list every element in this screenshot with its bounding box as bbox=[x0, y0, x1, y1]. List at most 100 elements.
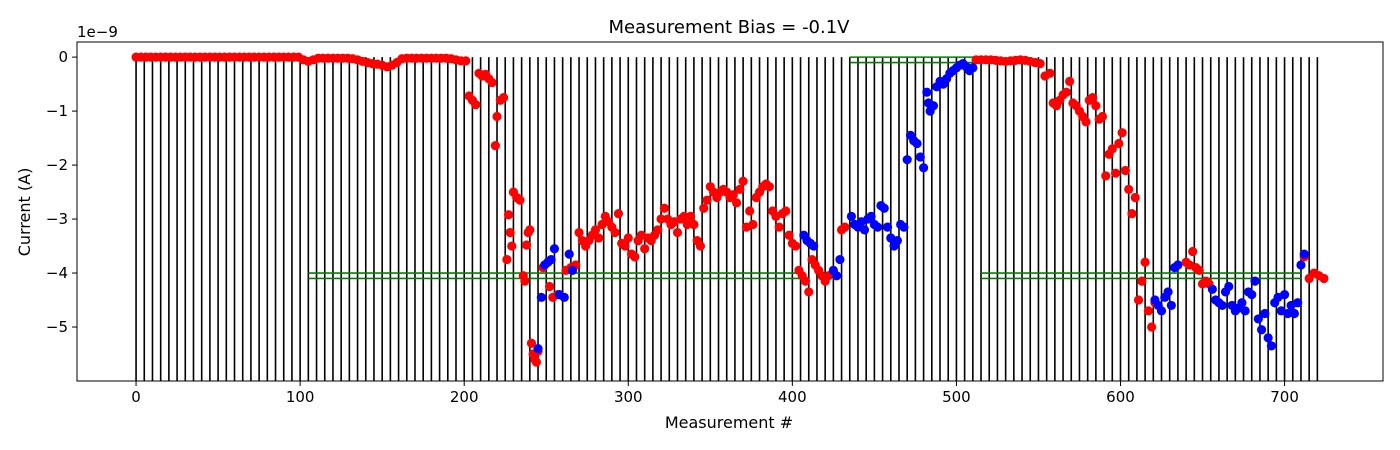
data-point bbox=[461, 56, 471, 66]
data-point bbox=[1266, 341, 1277, 351]
data-point bbox=[1256, 325, 1267, 335]
data-point bbox=[735, 184, 745, 194]
y-axis-label: Current (A) bbox=[15, 168, 34, 257]
x-tick-label: 700 bbox=[1270, 388, 1299, 406]
data-point bbox=[879, 203, 889, 213]
data-point bbox=[1114, 138, 1124, 149]
data-point-group bbox=[131, 52, 1329, 367]
data-point bbox=[492, 111, 502, 122]
data-point bbox=[1133, 295, 1144, 305]
y-tick-label: −3 bbox=[46, 210, 68, 228]
data-point bbox=[1260, 308, 1270, 319]
data-point bbox=[800, 276, 811, 286]
data-point bbox=[682, 219, 692, 230]
data-point bbox=[620, 241, 630, 251]
data-point bbox=[1240, 306, 1250, 316]
data-point bbox=[623, 233, 633, 243]
chart-title: Measurement Bias = -0.1V bbox=[608, 17, 850, 38]
data-point bbox=[781, 206, 791, 216]
data-point bbox=[653, 225, 663, 235]
data-point bbox=[1081, 117, 1091, 127]
data-point bbox=[567, 265, 578, 275]
data-point bbox=[610, 227, 620, 238]
data-point bbox=[559, 292, 569, 302]
data-point bbox=[679, 211, 689, 221]
data-point bbox=[1293, 298, 1303, 308]
data-point bbox=[866, 211, 876, 221]
data-point bbox=[1087, 93, 1098, 103]
plot-area bbox=[77, 42, 1383, 381]
data-point bbox=[915, 152, 925, 162]
data-point bbox=[859, 225, 870, 235]
data-point bbox=[699, 203, 709, 213]
y-axis-scale-label: 1e−9 bbox=[77, 23, 118, 41]
data-point bbox=[902, 155, 912, 165]
data-point bbox=[1247, 290, 1257, 300]
data-point bbox=[502, 254, 512, 265]
data-point bbox=[695, 241, 706, 251]
data-point bbox=[546, 254, 556, 265]
data-point bbox=[630, 252, 640, 262]
data-point bbox=[1035, 58, 1045, 69]
data-point bbox=[505, 227, 515, 238]
data-point bbox=[549, 244, 560, 254]
data-point bbox=[686, 211, 696, 221]
data-point bbox=[521, 240, 532, 250]
data-point bbox=[1296, 260, 1306, 270]
data-point bbox=[1140, 257, 1150, 267]
data-point bbox=[840, 222, 850, 232]
data-point bbox=[846, 211, 857, 221]
data-point bbox=[1319, 273, 1329, 284]
data-point bbox=[804, 287, 814, 297]
data-point bbox=[809, 241, 819, 251]
data-point bbox=[919, 163, 929, 173]
data-point bbox=[536, 292, 546, 302]
x-tick-label: 400 bbox=[778, 388, 807, 406]
data-point bbox=[774, 222, 784, 232]
data-point bbox=[544, 281, 555, 292]
data-point bbox=[912, 138, 922, 149]
data-point bbox=[1127, 209, 1137, 219]
data-point bbox=[1250, 276, 1260, 286]
data-point bbox=[873, 222, 883, 232]
x-tick-label: 100 bbox=[286, 388, 315, 406]
data-point bbox=[613, 209, 624, 219]
data-point bbox=[1120, 165, 1131, 176]
data-point bbox=[1188, 246, 1198, 257]
data-point bbox=[1137, 276, 1147, 286]
data-point bbox=[928, 101, 939, 111]
data-point bbox=[835, 254, 845, 265]
data-point bbox=[1065, 76, 1075, 87]
y-tick-label: −2 bbox=[46, 156, 68, 174]
data-point bbox=[1217, 300, 1227, 311]
data-point bbox=[520, 276, 530, 286]
x-tick-label: 300 bbox=[614, 388, 643, 406]
data-point bbox=[1143, 306, 1153, 316]
data-point bbox=[503, 210, 514, 220]
data-point bbox=[1283, 308, 1293, 319]
data-point bbox=[490, 141, 500, 151]
data-point bbox=[525, 225, 535, 235]
data-point bbox=[1253, 314, 1263, 324]
data-point bbox=[1289, 308, 1300, 319]
data-point bbox=[689, 219, 699, 230]
data-point bbox=[1124, 184, 1134, 194]
data-point bbox=[531, 357, 541, 367]
x-tick-label: 600 bbox=[1106, 388, 1135, 406]
data-point bbox=[1237, 298, 1247, 308]
data-point bbox=[640, 244, 650, 254]
data-point bbox=[1107, 144, 1117, 154]
data-point bbox=[1279, 290, 1290, 300]
data-point bbox=[1163, 287, 1173, 297]
y-axis: 0 −1 −2 −3 −4 −5 bbox=[46, 48, 77, 336]
data-point bbox=[1194, 265, 1204, 275]
y-tick-label: 0 bbox=[58, 48, 68, 66]
data-point bbox=[784, 230, 794, 240]
y-tick-label: −4 bbox=[46, 264, 68, 282]
data-point bbox=[1224, 281, 1234, 292]
data-point bbox=[1147, 322, 1157, 332]
plot-frame bbox=[76, 41, 1384, 382]
data-point bbox=[1045, 68, 1055, 78]
data-point bbox=[1299, 249, 1309, 259]
